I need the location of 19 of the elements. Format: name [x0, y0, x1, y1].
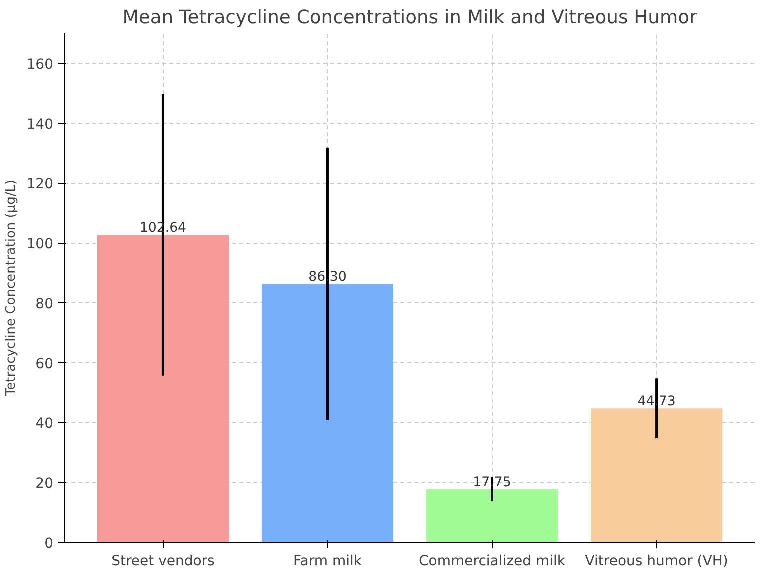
y-tick-label: 100	[26, 236, 54, 253]
x-tick-label: Farm milk	[294, 554, 363, 570]
x-tick-label: Vitreous humor (VH)	[585, 554, 728, 570]
x-tick-label: Commercialized milk	[419, 554, 566, 570]
bar	[426, 489, 558, 542]
bar	[262, 284, 394, 542]
bar	[590, 408, 723, 542]
y-tick-label: 140	[26, 116, 54, 133]
y-tick-label: 60	[36, 356, 54, 372]
y-tick-label: 0	[44, 536, 54, 552]
y-tick-label: 20	[36, 476, 54, 492]
bar	[97, 235, 230, 542]
x-tick-label: Street vendors	[112, 554, 215, 570]
y-tick-label: 80	[36, 296, 54, 312]
y-axis-title: Tetracycline Concentration (µg/L)	[4, 180, 19, 398]
y-tick-label: 40	[36, 416, 54, 432]
y-tick-label: 160	[26, 56, 54, 73]
chart-title: Mean Tetracycline Concentrations in Milk and Vitreous Humor	[122, 8, 698, 28]
y-tick-label: 120	[26, 176, 54, 193]
